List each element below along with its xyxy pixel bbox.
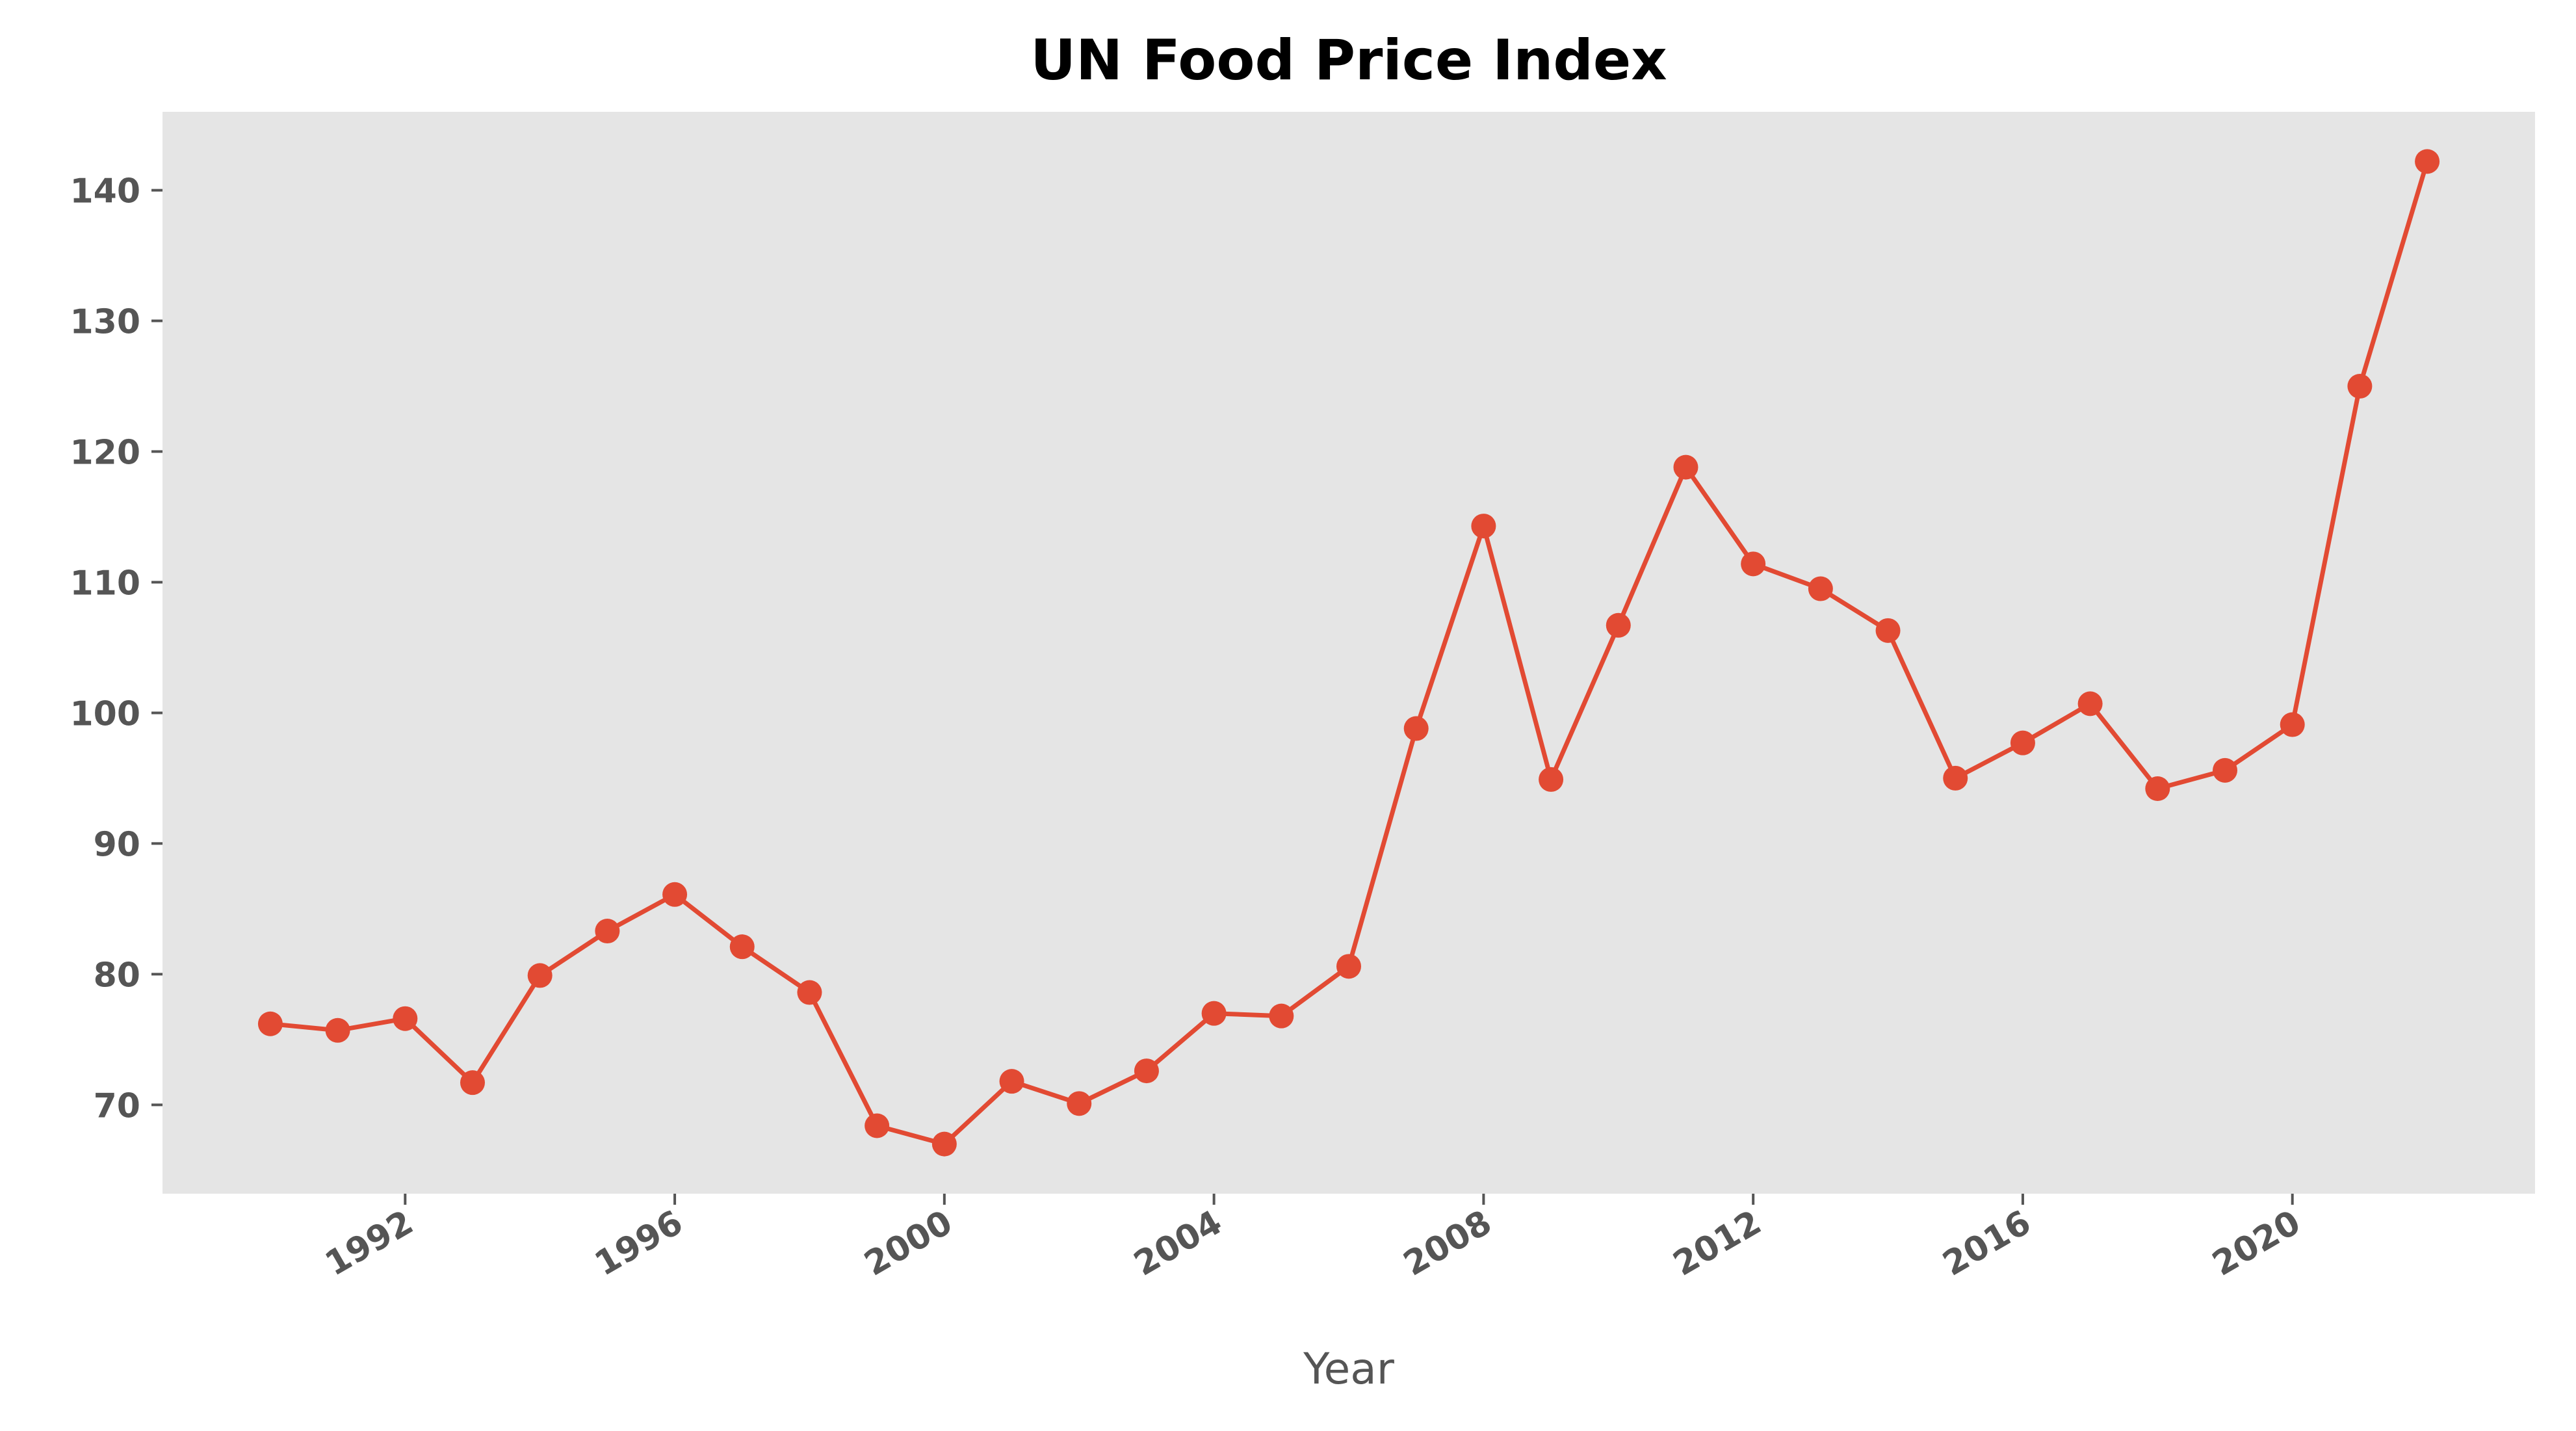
data-point [1673,454,1698,480]
y-tick-label: 90 [94,825,140,864]
data-point [595,919,620,944]
data-point [1067,1091,1092,1116]
y-tick-label: 140 [70,172,140,211]
x-tick-label: 2012 [1667,1203,1767,1283]
x-tick-label: 1996 [588,1203,689,1283]
data-point [1134,1058,1159,1084]
x-tick-label: 2020 [2206,1203,2307,1283]
data-point [1875,618,1901,643]
data-point [460,1070,485,1096]
y-tick-label: 120 [70,434,140,473]
x-axis-ticks: 1992 1996 2000 2004 2008 2012 2016 2020 [319,1194,2307,1284]
y-tick-label: 130 [70,303,140,342]
data-point [931,1131,957,1157]
data-point [2347,374,2373,399]
data-point [257,1011,283,1036]
data-point [865,1113,890,1138]
data-point [1336,954,1361,979]
data-point [1403,716,1429,741]
x-tick-label: 2004 [1128,1203,1229,1283]
data-point [2280,712,2305,737]
data-point [797,980,822,1005]
data-point [2077,691,2103,716]
plot-area [163,112,2535,1194]
chart-title: UN Food Price Index [1030,28,1667,93]
data-point [393,1006,418,1031]
x-tick-label: 1992 [319,1203,419,1283]
data-point [2010,730,2035,755]
data-point [1471,514,1496,539]
data-point [1269,1003,1294,1029]
data-point [325,1017,350,1043]
x-tick-label: 2016 [1936,1203,2037,1283]
x-tick-label: 2000 [858,1203,959,1283]
data-point [1943,765,1968,791]
data-point [729,934,755,960]
data-point [662,882,688,907]
data-point [2415,149,2440,174]
y-axis-ticks: 70 80 90 100 110 120 130 140 [70,172,163,1125]
data-point [2213,757,2238,783]
data-point [1741,551,1766,577]
y-tick-label: 110 [70,564,140,603]
y-tick-label: 100 [70,694,140,733]
data-point [527,963,553,988]
y-tick-label: 70 [94,1086,140,1125]
y-tick-label: 80 [94,956,140,995]
data-point [2145,776,2170,802]
data-point [1539,767,1564,792]
data-point [999,1069,1024,1094]
series-layer [257,149,2440,1157]
data-point [1201,1001,1227,1026]
x-axis-label: Year [1303,1344,1395,1394]
data-point [1606,612,1631,638]
data-point [1808,576,1833,601]
x-tick-label: 2008 [1398,1203,1498,1283]
